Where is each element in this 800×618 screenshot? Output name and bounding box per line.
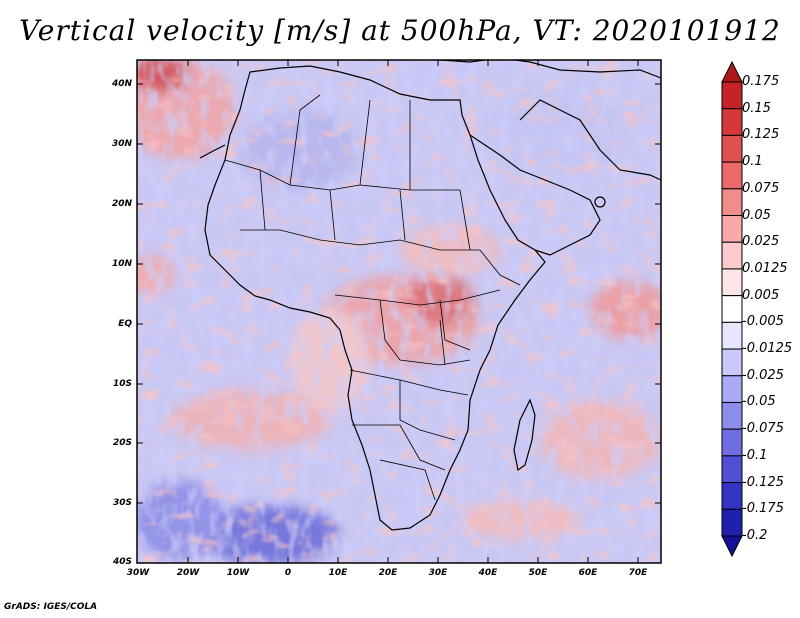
colorbar-label: 0.05	[742, 207, 771, 223]
colorbar-swatch	[721, 401, 743, 430]
lat-label-40n: 40N	[111, 79, 132, 89]
lon-label-30e: 30E	[428, 568, 448, 578]
country-borders	[224, 94, 521, 501]
colorbar-label: -0.005	[742, 314, 784, 330]
lat-label-30n: 30N	[111, 139, 132, 149]
colorbar-label: 0.15	[742, 100, 771, 116]
lon-label-20w: 20W	[176, 568, 200, 578]
lon-label-10e: 10E	[328, 568, 348, 578]
colorbar-swatch	[721, 161, 743, 190]
lon-label-50e: 50E	[528, 568, 548, 578]
colorbar-label: -0.0125	[742, 341, 793, 357]
lat-label-10s: 10S	[112, 379, 132, 389]
colorbar-swatch	[721, 348, 743, 377]
colorbar-label: 0.075	[742, 180, 780, 196]
lon-label-30w: 30W	[126, 568, 150, 578]
colorbar-arrow-bottom	[721, 535, 743, 558]
colorbar-swatch	[721, 482, 743, 510]
colorbar-label: 0.025	[742, 234, 780, 250]
lat-label-30s: 30S	[112, 498, 132, 508]
colorbar-swatch	[721, 81, 743, 110]
lat-label-40s: 40S	[112, 557, 132, 567]
colorbar-swatch	[721, 508, 743, 537]
lon-label-60e: 60E	[578, 568, 598, 578]
colorbar-arrow-top	[721, 60, 743, 83]
colorbar-label: 0.175	[742, 74, 780, 89]
colorbar-swatch	[721, 321, 743, 350]
colorbar-label: 0.0125	[742, 260, 788, 276]
colorbar-swatch	[721, 295, 743, 323]
colorbar-swatch	[721, 455, 743, 484]
colorbar-label: -0.025	[742, 367, 784, 383]
colorbar-swatch	[721, 108, 743, 136]
map-title: Vertical velocity [m/s] at 500hPa, VT: 2…	[19, 14, 781, 47]
axis-ticks	[137, 60, 661, 563]
colorbar-swatch	[721, 134, 743, 163]
colorbar-label: 0.125	[742, 127, 780, 143]
lat-label-20s: 20S	[112, 438, 132, 448]
lon-label-40e: 40E	[478, 568, 498, 578]
colorbar-label: 0.1	[742, 154, 763, 170]
colorbar-label: -0.2	[742, 528, 768, 543]
colorbar-swatch	[721, 375, 743, 403]
colorbar-label: 0.005	[742, 287, 780, 303]
footer-credit: GrADS: IGES/COLA	[4, 602, 98, 612]
colorbar	[721, 60, 743, 558]
plot-frame	[136, 59, 662, 564]
colorbar-swatch	[721, 241, 743, 270]
colorbar-swatch	[721, 188, 743, 217]
lat-label-20n: 20N	[111, 199, 132, 209]
colorbar-label: -0.075	[742, 421, 784, 437]
lat-label-eq: EQ	[118, 319, 132, 329]
colorbar-swatch	[721, 428, 743, 457]
colorbar-label: -0.1	[742, 447, 768, 463]
colorbar-label: -0.05	[742, 394, 776, 410]
lon-label-0: 0	[284, 568, 292, 578]
lon-label-20e: 20E	[378, 568, 398, 578]
lat-label-10n: 10N	[111, 259, 132, 269]
lon-label-10w: 10W	[226, 568, 250, 578]
colorbar-label: -0.125	[742, 474, 784, 490]
colorbar-swatch	[721, 268, 743, 297]
lon-label-70e: 70E	[628, 568, 648, 578]
colorbar-swatch	[721, 215, 743, 243]
colorbar-label: -0.175	[742, 501, 784, 517]
coastline-africa	[199, 60, 661, 531]
